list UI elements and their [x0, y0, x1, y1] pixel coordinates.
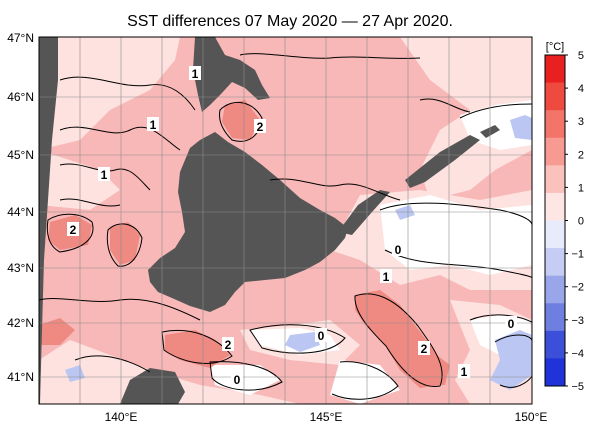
contour-label: 0 [395, 243, 402, 257]
colorbar-swatch [545, 55, 565, 83]
cool-patches [65, 115, 532, 390]
asia-mainland [39, 37, 58, 404]
contour-label: 0 [318, 329, 325, 343]
colorbar-swatch [545, 82, 565, 111]
contour-label: 1 [150, 118, 157, 132]
colorbar-tick-label: −1 [571, 249, 584, 261]
contour-label: 0 [508, 317, 515, 331]
colorbar-tick-label: 3 [578, 116, 584, 128]
map-title: SST differences 07 May 2020 — 27 Apr 202… [127, 13, 453, 30]
lat-label: 43°N [7, 261, 34, 275]
contour-label: 1 [101, 168, 108, 182]
contour-value-labels: 1 1 2 1 2 0 1 0 0 2 1 2 0 [67, 66, 517, 387]
colorbar-tick-label: −4 [571, 348, 584, 360]
graticule [39, 37, 532, 404]
contour-label: 1 [383, 270, 390, 284]
colorbar-unit-label: [°C] [546, 41, 564, 53]
lat-label: 42°N [7, 316, 34, 330]
colorbar-tick-label: −5 [571, 381, 584, 393]
colorbar-tick-label: 5 [578, 50, 584, 62]
map-frame [38, 36, 533, 405]
colorbar-swatches [545, 55, 565, 387]
colorbar-tick-label: 2 [578, 149, 584, 161]
lon-label: 150°E [515, 410, 548, 424]
lat-label: 45°N [7, 148, 34, 162]
contour-label: 1 [461, 365, 468, 379]
latitude-labels: 47°N 46°N 45°N 44°N 43°N 42°N 41°N [7, 31, 34, 384]
lat-label: 41°N [7, 370, 34, 384]
contour-label: 1 [192, 67, 199, 81]
hokkaido [148, 132, 348, 312]
contour-label: 2 [70, 223, 77, 237]
colorbar-swatch [545, 275, 565, 304]
lat-label: 44°N [7, 205, 34, 219]
colorbar-tick-label: 4 [578, 83, 584, 95]
colorbar-ticks: 5 4 3 2 1 0 −1 −2 −3 −4 −5 [565, 50, 584, 393]
sakhalin [193, 37, 270, 112]
colorbar-swatch [545, 248, 565, 277]
land [39, 37, 500, 404]
lon-label: 140°E [105, 410, 138, 424]
contour-label: 2 [421, 342, 428, 356]
contour-label: 0 [234, 373, 241, 387]
colorbar-swatch [545, 165, 565, 194]
contour-label: 2 [257, 120, 264, 134]
colorbar: [°C] 5 4 3 2 1 0 −1 −2 −3 −4 −5 [544, 41, 584, 393]
colorbar-swatch [545, 192, 565, 221]
lat-label: 46°N [7, 90, 34, 104]
contour-label: 2 [225, 338, 232, 352]
colorbar-swatch [545, 358, 565, 387]
sst-map: 1 1 2 1 2 0 1 0 0 2 1 2 0 [39, 37, 532, 404]
colorbar-tick-label: 1 [578, 182, 584, 194]
colorbar-tick-label: −3 [571, 315, 584, 327]
iturup-island [405, 135, 480, 188]
lon-label: 145°E [310, 410, 343, 424]
contour-lines [39, 53, 532, 400]
colorbar-swatch [545, 330, 565, 359]
colorbar-swatch [545, 220, 565, 249]
colorbar-tick-label: 0 [578, 216, 584, 228]
kunashir-island [338, 190, 390, 235]
longitude-labels: 140°E 145°E 150°E [105, 410, 548, 424]
colorbar-tick-label: −2 [571, 282, 584, 294]
lat-label: 47°N [7, 31, 34, 45]
colorbar-swatch [545, 137, 565, 166]
colorbar-swatch [545, 110, 565, 139]
colorbar-swatch [545, 303, 565, 332]
